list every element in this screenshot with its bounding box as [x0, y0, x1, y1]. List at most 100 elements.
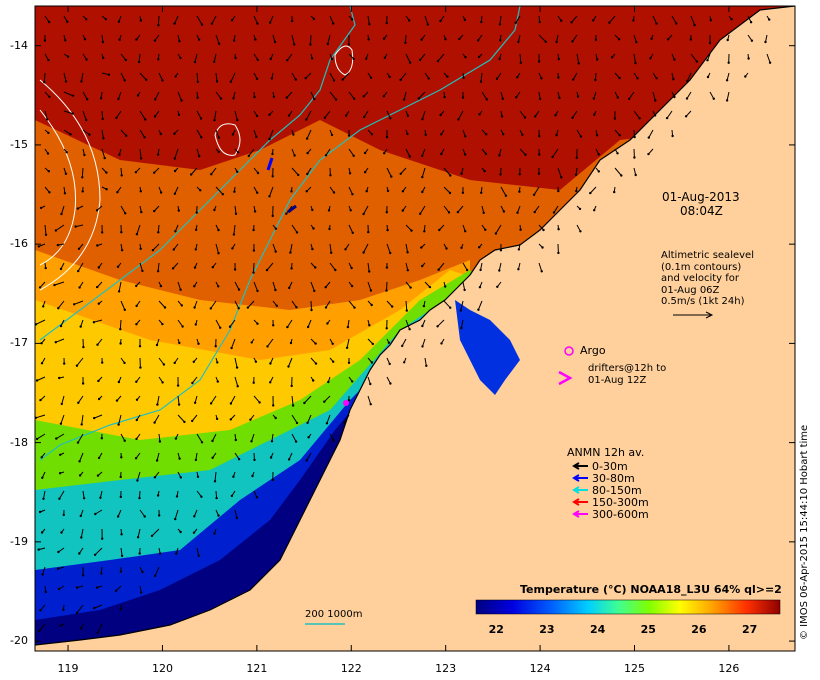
velocity-arrow — [215, 243, 219, 254]
velocity-arrow — [552, 148, 559, 158]
velocity-arrow — [196, 547, 200, 556]
drifter-legend-icon — [558, 370, 573, 386]
velocity-arrow — [405, 224, 412, 231]
velocity-arrow — [443, 167, 451, 176]
velocity-arrow — [120, 53, 127, 61]
velocity-arrow — [57, 300, 65, 309]
velocity-arrow — [310, 281, 315, 292]
velocity-arrow — [210, 300, 217, 309]
velocity-arrow — [553, 205, 559, 213]
velocity-arrow — [158, 433, 161, 442]
velocity-arrow — [327, 34, 331, 45]
velocity-arrow — [538, 34, 547, 43]
velocity-arrow — [572, 34, 578, 42]
velocity-arrow — [519, 148, 526, 156]
velocity-arrow — [437, 319, 445, 327]
velocity-arrow — [253, 281, 258, 292]
velocity-arrow — [291, 395, 294, 406]
y-tick-label: -14 — [10, 38, 28, 52]
velocity-arrow — [81, 414, 84, 425]
y-tick-label: -16 — [10, 237, 28, 251]
velocity-arrow — [419, 205, 426, 215]
velocity-arrow — [194, 53, 198, 63]
velocity-arrow — [215, 186, 224, 195]
velocity-arrow — [288, 357, 293, 367]
velocity-arrow — [329, 91, 337, 100]
velocity-arrow — [386, 243, 391, 254]
velocity-arrow — [54, 281, 65, 286]
velocity-arrow — [177, 281, 182, 290]
velocity-arrow — [572, 110, 578, 119]
velocity-arrow — [633, 110, 640, 119]
x-tick-label: 123 — [435, 662, 457, 675]
sealevel-contour — [214, 123, 241, 156]
velocity-arrow — [234, 205, 237, 214]
velocity-arrow — [231, 338, 236, 349]
y-tick-label: -17 — [10, 336, 28, 350]
velocity-arrow — [633, 53, 636, 64]
velocity-arrow — [157, 262, 160, 272]
velocity-arrow — [210, 395, 217, 404]
velocity-arrow — [154, 91, 160, 100]
velocity-arrow — [120, 167, 123, 176]
velocity-arrow — [305, 72, 312, 79]
velocity-arrow — [325, 148, 331, 156]
velocity-arrow — [633, 167, 637, 176]
velocity-arrow — [139, 509, 146, 517]
velocity-arrow — [628, 91, 635, 100]
velocity-arrow — [234, 509, 238, 519]
velocity-arrow — [251, 433, 255, 442]
velocity-arrow — [589, 186, 597, 194]
velocity-arrow — [42, 566, 46, 575]
velocity-arrow — [120, 547, 123, 556]
velocity-arrow — [726, 91, 730, 101]
y-tick-label: -19 — [10, 534, 28, 548]
velocity-arrow — [401, 338, 407, 347]
warm-water-region — [35, 6, 795, 190]
velocity-arrow — [367, 395, 372, 405]
velocity-arrow — [63, 129, 71, 135]
velocity-arrow — [633, 34, 637, 43]
velocity-arrow — [671, 15, 677, 24]
velocity-arrow — [154, 566, 160, 577]
drifter-note-line: 01-Aug 12Z — [588, 374, 647, 386]
velocity-arrow — [271, 433, 274, 442]
velocity-arrow — [177, 91, 182, 101]
sealevel-contour — [39, 79, 101, 291]
credit-text: © IMOS 06-Apr-2015 15:44:10 Hobart time — [799, 424, 810, 640]
velocity-arrow — [443, 300, 451, 309]
land-mass — [35, 6, 795, 651]
map-time: 08:04Z — [680, 204, 723, 218]
velocity-arrow — [648, 129, 654, 138]
velocity-arrow — [211, 15, 217, 24]
velocity-arrow — [538, 262, 543, 272]
velocity-arrow — [120, 129, 127, 137]
velocity-arrow — [576, 53, 580, 64]
velocity-arrow — [174, 148, 179, 159]
velocity-arrow — [557, 167, 562, 178]
velocity-arrow — [61, 205, 65, 215]
velocity-arrow — [39, 281, 46, 288]
x-tick-label: 121 — [246, 662, 268, 675]
velocity-arrow — [233, 224, 236, 235]
velocity-arrow — [152, 243, 160, 251]
velocity-arrow — [685, 110, 692, 117]
velocity-arrow — [191, 414, 198, 422]
velocity-arrow — [97, 623, 103, 634]
velocity-arrow — [192, 376, 198, 384]
velocity-arrow — [215, 91, 222, 99]
velocity-arrow — [457, 205, 464, 213]
drifter-marker — [343, 400, 349, 406]
velocity-arrow — [215, 72, 218, 82]
velocity-arrow — [690, 53, 698, 62]
velocity-arrow — [230, 72, 236, 83]
velocity-arrow — [367, 262, 370, 272]
depth-contour-1000m — [39, 6, 356, 341]
velocity-arrow — [404, 34, 407, 43]
velocity-arrow — [234, 376, 239, 387]
velocity-arrow — [325, 300, 331, 308]
velocity-arrow — [77, 395, 84, 404]
velocity-arrow — [151, 528, 160, 537]
velocity-arrow — [157, 224, 160, 233]
